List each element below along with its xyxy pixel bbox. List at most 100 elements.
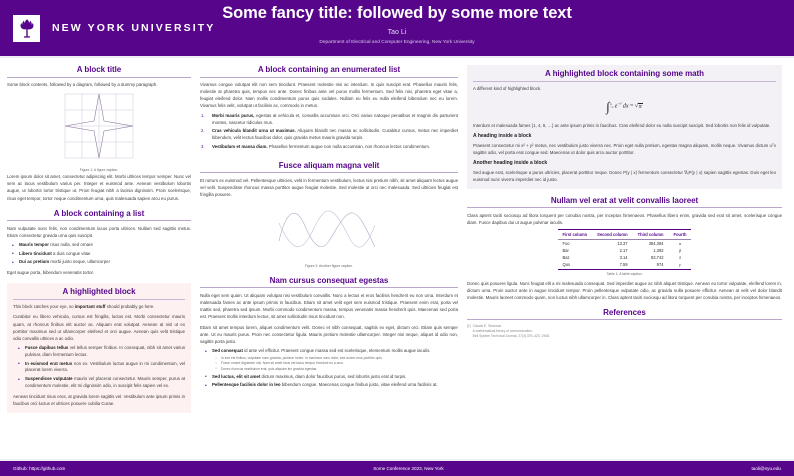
highlight-lead-text: This block catches your eye, so importan… [13, 303, 185, 310]
column-middle: A block containing an enumerated list Vi… [200, 65, 458, 459]
equation-gaussian-integral: ∫∞ −∞e−x² dx = √π [606, 99, 643, 115]
column-left: A block title Some block contents, follo… [7, 65, 191, 459]
block-title: Fusce aliquam magna velit [200, 161, 458, 173]
block-intro-text: Nam vulputate nunc felis, non condimentu… [7, 225, 191, 238]
block-intro-text: A different kind of highlighted block. [473, 86, 542, 91]
block-a-highlighted-block: A highlighted block This block catches y… [7, 283, 191, 414]
table-cell: 3.14 [619, 255, 628, 261]
sub-list: In sed est finibus, vulputate nunc gravi… [212, 356, 458, 372]
data-table: First column Second column Third column … [557, 229, 692, 270]
poster-header: NEW YORK UNIVERSITY Some fancy title: fo… [0, 0, 794, 58]
table-cell: Foo [562, 240, 570, 246]
reference-body: Claude E. Shannon. A mathematical theory… [473, 324, 782, 339]
list-item-lead: Sed consequat [212, 348, 243, 354]
university-name: NEW YORK UNIVERSITY [52, 22, 216, 34]
sub-list-item: Fusce ornare dignissim nisi. Nam sit ame… [216, 361, 458, 366]
list-item-rest: a duis congue vitae [53, 250, 91, 256]
figure-1: Figure 1: A figure caption. [7, 91, 191, 172]
text-emphasis: important stuff [74, 304, 106, 310]
footer-conference: Some Conference 2023, New York [373, 466, 444, 471]
list-item-rest: morbi justo neque, ullamcorper [50, 259, 111, 265]
table-row: Qux 7.59 974 γ [557, 261, 692, 270]
block-title: A block containing an enumerated list [200, 65, 458, 78]
list-item-lead: Suspendisse vulputate [25, 375, 73, 381]
block-intro-text: Vivamus congue volutpat elit non sem tin… [200, 82, 458, 109]
sub-heading-1-body: Praesent consectetur mi x² + y² metus, n… [473, 142, 776, 155]
block-nam-cursus-consequat-egestas: Nam cursus consequat egestas Nulla eget … [200, 276, 458, 392]
list-item-rest: risus nulla, sed ornare [50, 242, 93, 248]
table-cell: β [678, 248, 682, 254]
list-item-lead: Libero tincidunt [19, 250, 52, 256]
block-intro-text: Class aptent taciti sociosqu ad litora t… [467, 212, 782, 226]
list-item: Suspendisse vulputate mauris vel placera… [18, 375, 185, 390]
list-item: Mauris tempor risus nulla, sed ornare [12, 242, 191, 250]
numbered-list: Morbi mauris purus, egestas at vehicula … [200, 113, 458, 151]
table-cell: 83,742 [650, 255, 664, 261]
column-right: A highlighted block containing some math… [467, 65, 782, 459]
block-title: Nullam vel erat at velit convallis laore… [467, 196, 782, 209]
table-cell: 13.37 [617, 240, 628, 246]
list-item-rest: dictum maximus, diam dolor faucibus puru… [261, 373, 407, 379]
sub-heading-2: Another heading inside a block [473, 160, 548, 167]
nyu-torch-icon [13, 14, 40, 42]
list-item-rest: egestas at vehicula et, convallis accums… [212, 112, 458, 125]
list-item-lead: Fusce dapibus tellus [25, 345, 69, 351]
table-header-cell: Fourth [668, 229, 692, 240]
table-cell: δ [679, 255, 681, 261]
block-after-text: Lorem ipsum dolor sit amet, consectetur … [7, 174, 191, 201]
reference-number: [1] [467, 323, 471, 328]
reference-author: Claude E. Shannon. [472, 323, 503, 328]
block-nullam-vel-erat: Nullam vel erat at velit convallis laore… [467, 196, 782, 301]
list-item-lead: Morbi mauris purus, [212, 112, 255, 118]
table-cell: 384,394 [648, 240, 664, 246]
footer-email-link[interactable]: taoli@nyu.edu [751, 466, 781, 471]
table-cell: Baz [562, 255, 570, 261]
table-header-cell: First column [557, 229, 593, 240]
list-item-lead: Vestibulum et massa diam. [212, 143, 268, 149]
table-cell: Qux [557, 261, 593, 270]
footer-github-link[interactable]: Github: https://github.com [13, 466, 66, 471]
figure-2: Figure 2: Another figure caption. [200, 201, 458, 268]
list-item-lead: In euismod erat metus [25, 360, 73, 366]
list-item-lead: Cras vehicula blandit urna ut maximus. [212, 128, 296, 134]
star-on-grid-icon [64, 93, 134, 159]
block-title: A highlighted block containing some math [473, 69, 776, 82]
table-cell: 974 [632, 261, 669, 270]
list-item: Sed consequat id ante vel efficitur. Pra… [205, 348, 458, 372]
block-a-block-containing-a-list: A block containing a list Nam vulputate … [7, 209, 191, 276]
figure-caption: Figure 2: Another figure caption. [304, 263, 354, 268]
sine-cosine-wave-icon [278, 210, 375, 248]
table-header-row: First column Second column Third column … [557, 229, 692, 240]
list-item-lead: Pellentesque facilisis dolor in leo [212, 382, 281, 388]
table-cell: 1,392 [653, 248, 664, 254]
block-intro-text: Et rutrum ex euismod vel. Pellentesque u… [200, 177, 458, 197]
list-item-rest: non ex. Vestibulum luctus augue in mi co… [25, 360, 185, 373]
bullet-list: Mauris tempor risus nulla, sed ornare Li… [7, 242, 191, 267]
table-row: Foo 13.37 384,394 α [558, 239, 692, 247]
block-enumerated-list: A block containing an enumerated list Vi… [200, 65, 458, 154]
table-cell: 7.59 [592, 261, 633, 270]
list-item: In euismod erat metus non ex. Vestibulum… [18, 360, 185, 375]
table-row: Bar 2.17 1,392 β [558, 247, 692, 254]
highlight-body-text: Curabitur eu libero vehicula, cursus est… [13, 314, 185, 341]
block-intro-text: Some block contents, followed by a diagr… [7, 82, 158, 87]
list-item-lead: Dui ac pretium [19, 259, 50, 265]
block-paragraph-2: Etiam sit amet tempus lorem, aliquet con… [200, 324, 458, 344]
sub-heading-2-body: Sed augue erat, scelerisque a purus ultr… [473, 169, 776, 182]
reference-paper-title: A mathematical theory of communication. [472, 329, 533, 334]
reference-venue: Bell System Technical Journal, 27(3):379… [472, 334, 550, 339]
block-references: References [1] Claude E. Shannon. A math… [467, 308, 782, 339]
table-header-cell: Second column [592, 229, 633, 240]
block-title: A block title [7, 65, 191, 78]
sub-list-item: In sed est finibus, vulputate nunc gravi… [216, 356, 458, 361]
block-title: Nam cursus consequat egestas [200, 276, 458, 289]
list-item: Morbi mauris purus, egestas at vehicula … [201, 112, 458, 127]
sub-heading-1: A heading inside a block [473, 133, 532, 140]
text-pre: This block catches your eye, so [13, 304, 74, 310]
list-item-rest: Phasellus fermentum augue non nulla accu… [268, 143, 431, 149]
table-row: Baz 3.14 83,742 δ [558, 254, 692, 261]
table-cell: γ [668, 261, 692, 270]
list-item: Dui ac pretium morbi justo neque, ullamc… [12, 259, 191, 267]
table-cell: α [678, 240, 682, 246]
